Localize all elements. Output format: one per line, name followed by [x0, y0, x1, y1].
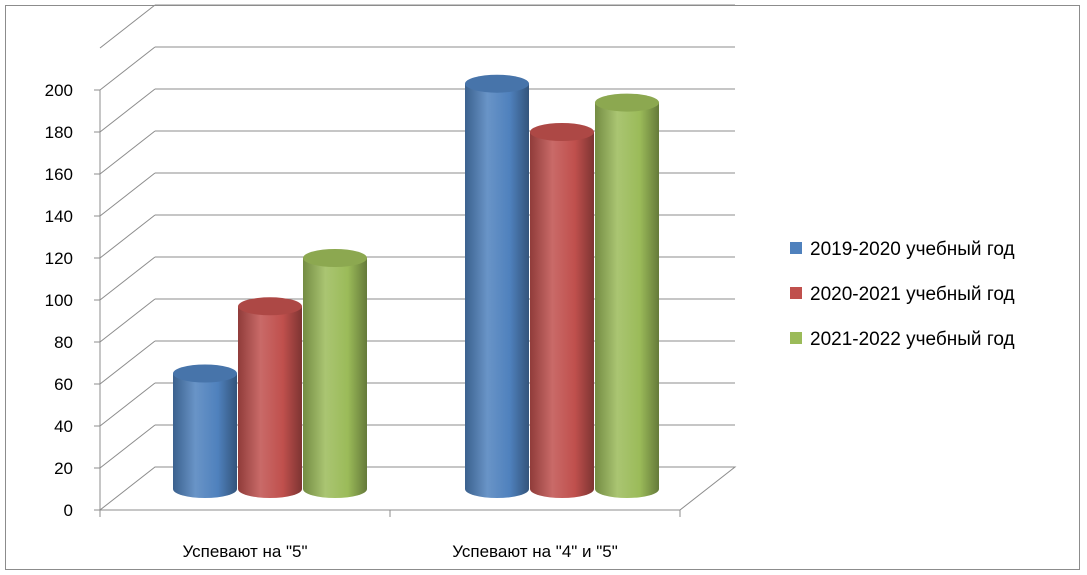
- bar: [465, 74, 529, 498]
- bar-top: [238, 297, 302, 316]
- y-tick-label: 60: [54, 375, 73, 394]
- bar-top: [303, 249, 367, 267]
- legend-label: 2021-2022 учебный год: [810, 329, 1015, 350]
- gridline-side: [99, 88, 156, 133]
- gridline-side: [99, 46, 156, 91]
- x-tick-labels: Успевают на "5" Успевают на "4" и "5": [182, 542, 617, 561]
- bar-body: [173, 373, 237, 498]
- y-tick-label: 40: [54, 417, 73, 436]
- gridline-side: [99, 298, 156, 343]
- bar-top: [595, 93, 659, 112]
- legend-label: 2020-2021 учебный год: [810, 284, 1015, 305]
- legend-label: 2019-2020 учебный год: [810, 239, 1015, 260]
- gridline-side: [99, 172, 156, 217]
- x-tick-label: Успевают на "5": [182, 542, 307, 561]
- y-tick-label: 120: [45, 249, 73, 268]
- y-tick-label: 0: [64, 501, 73, 520]
- gridline-side: [99, 214, 156, 259]
- bar-body: [595, 102, 659, 498]
- bar-body: [530, 132, 594, 498]
- legend-swatch: [790, 287, 802, 299]
- bar-body: [303, 258, 367, 498]
- y-tick-labels: 0 20 40 60 80 100 120 140 160 180 200: [45, 81, 73, 520]
- gridline-side: [99, 256, 156, 301]
- y-tick-label: 160: [45, 165, 73, 184]
- bars: [173, 74, 659, 498]
- y-tick-label: 80: [54, 333, 73, 352]
- y-tick-label: 140: [45, 207, 73, 226]
- gridline-side: [99, 130, 156, 175]
- bar-top: [465, 74, 529, 93]
- bar-body: [465, 83, 529, 498]
- legend-swatch: [790, 332, 802, 344]
- axes: [94, 89, 681, 517]
- legend-swatch: [790, 242, 802, 254]
- x-tick-label: Успевают на "4" и "5": [452, 542, 618, 561]
- bar: [530, 123, 594, 498]
- bar-top: [173, 364, 237, 383]
- bar: [238, 297, 302, 498]
- gridline-side: [99, 340, 156, 385]
- gridline-side: [99, 382, 156, 427]
- gridline-side: [99, 4, 156, 49]
- bar: [173, 364, 237, 498]
- bar: [595, 93, 659, 498]
- bar-body: [238, 306, 302, 498]
- gridline-side: [99, 424, 156, 469]
- bar-top: [530, 123, 594, 141]
- bar: [303, 249, 367, 498]
- y-tick-label: 100: [45, 291, 73, 310]
- y-tick-label: 180: [45, 123, 73, 142]
- y-tick-label: 200: [45, 81, 73, 100]
- legend: 2019-2020 учебный год 2020-2021 учебный г…: [790, 239, 1015, 350]
- y-tick-label: 20: [54, 459, 73, 478]
